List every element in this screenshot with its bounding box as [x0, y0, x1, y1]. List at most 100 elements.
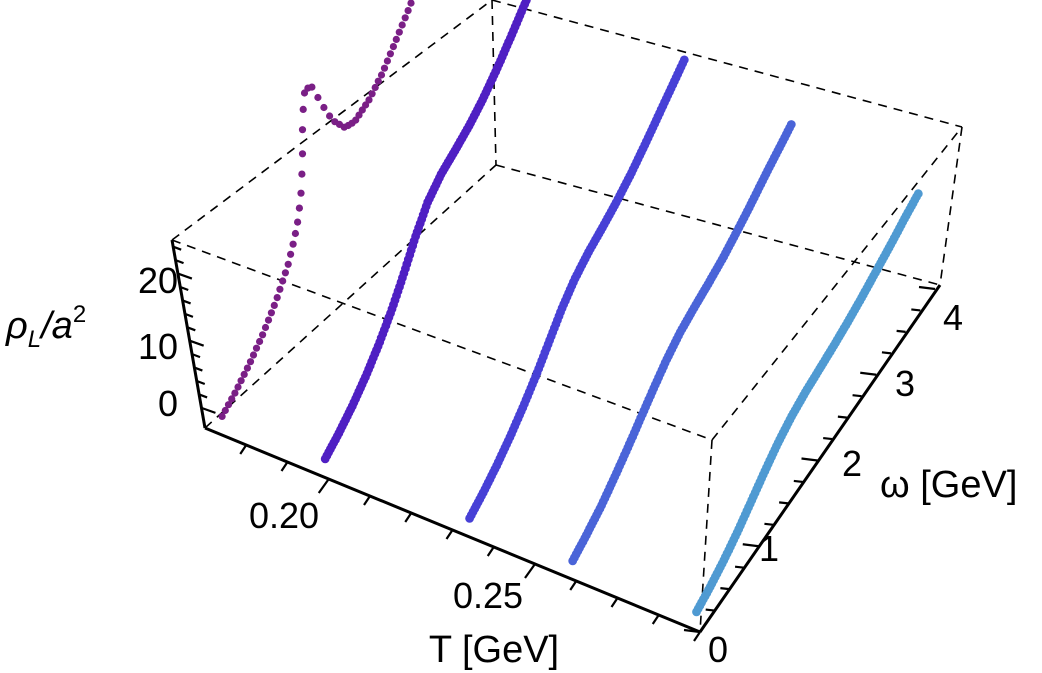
tick-mark	[194, 366, 203, 372]
data-point	[320, 103, 328, 112]
box-edge	[939, 126, 963, 286]
data-point	[284, 260, 292, 268]
z-tick-labels: 0 10 20	[138, 260, 178, 424]
data-point	[231, 389, 239, 397]
tick-mark	[172, 245, 182, 251]
y-axis-title: ω [GeV]	[880, 464, 1017, 506]
axis-ticks	[172, 245, 936, 642]
data-series	[692, 189, 923, 617]
data-point	[368, 90, 376, 98]
tick-mark	[801, 457, 818, 462]
tick-mark	[764, 522, 774, 526]
data-point	[380, 64, 389, 72]
data-point	[308, 83, 316, 91]
data-point	[237, 377, 245, 385]
x-axis-title: T [GeV]	[429, 629, 559, 671]
tick-mark	[705, 608, 715, 612]
tick-mark	[524, 563, 536, 579]
box-edge	[204, 164, 497, 429]
data-point	[362, 101, 370, 109]
data-point	[249, 351, 258, 359]
data-point	[287, 250, 295, 258]
z-axis-title-sub: L	[28, 326, 41, 353]
data-point	[913, 189, 923, 199]
data-point	[401, 14, 409, 22]
data-point	[234, 383, 242, 391]
data-point	[521, 0, 531, 5]
data-point	[314, 93, 322, 102]
tick-mark	[177, 272, 193, 280]
tick-mark	[363, 495, 371, 506]
data-series	[568, 120, 796, 566]
z-axis-title: ρL/a2	[5, 301, 86, 353]
data-point	[786, 120, 796, 129]
data-point	[273, 294, 281, 302]
data-point	[243, 364, 251, 372]
z-axis-line	[170, 239, 207, 429]
tick-mark	[918, 285, 936, 291]
data-point	[298, 126, 307, 134]
omega-axis-line	[698, 284, 942, 633]
tick-mark	[683, 628, 701, 634]
z-axis-title-base: ρ	[5, 305, 28, 347]
omega-tick-labels: 0 1 2 3 4	[708, 297, 963, 670]
data-point	[326, 112, 334, 120]
data-point	[246, 358, 255, 366]
tick-mark	[852, 394, 862, 398]
omega-tick-label: 2	[842, 443, 862, 484]
box-edge	[711, 126, 963, 441]
tick-mark	[793, 479, 803, 484]
z-tick-label: 20	[138, 260, 178, 301]
data-point	[259, 331, 267, 339]
tick-mark	[779, 501, 789, 505]
tick-mark	[742, 543, 759, 548]
data-series	[218, 0, 415, 420]
data-point	[398, 21, 406, 29]
z-tick-label: 10	[138, 326, 178, 367]
data-series	[320, 0, 532, 464]
data-point	[228, 395, 236, 403]
z-axis-title-sup: 2	[73, 301, 86, 328]
box-edge	[495, 164, 941, 286]
data-point	[295, 204, 303, 212]
data-point	[276, 285, 284, 293]
data-point	[267, 309, 275, 317]
omega-tick-label: 0	[708, 629, 728, 670]
tick-mark	[189, 339, 205, 347]
z-tick-label: 0	[158, 383, 178, 424]
data-point	[264, 316, 273, 324]
data-point	[224, 401, 233, 409]
data-point	[392, 35, 400, 44]
bounding-box	[171, 0, 963, 633]
data-point	[218, 412, 226, 420]
omega-tick-label: 1	[759, 528, 779, 569]
data-point	[281, 269, 289, 277]
tick-mark	[693, 631, 701, 642]
tick-mark	[198, 393, 208, 399]
data-point	[298, 170, 306, 178]
data-point	[679, 55, 689, 65]
data-point	[270, 301, 278, 309]
data-point	[524, 0, 532, 2]
data-point	[297, 189, 305, 197]
data-point	[355, 111, 363, 119]
tick-mark	[179, 285, 189, 292]
tick-mark	[239, 444, 248, 455]
t-tick-label: 0.25	[453, 575, 523, 616]
tick-mark	[404, 512, 413, 523]
tick-mark	[191, 353, 201, 359]
data-point	[298, 150, 307, 158]
data-point	[221, 406, 229, 415]
data-point	[386, 50, 394, 58]
data-point	[371, 83, 379, 92]
data-point	[294, 218, 302, 226]
tick-mark	[186, 326, 196, 332]
data-point	[279, 277, 287, 285]
data-point	[299, 105, 307, 113]
box-edge	[491, 0, 963, 128]
data-point	[261, 323, 270, 332]
data-point	[377, 71, 386, 79]
tick-mark	[445, 529, 454, 540]
data-point	[240, 370, 248, 378]
